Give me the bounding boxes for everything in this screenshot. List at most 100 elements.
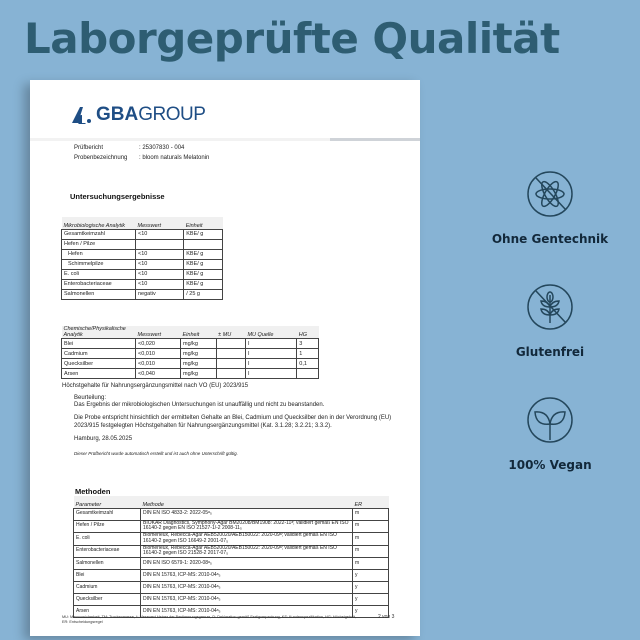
table-cell: mg/kg <box>180 368 217 379</box>
methods-table: Parameter Methode ER Gesamtkeimzahl DIN EN I… <box>73 496 389 618</box>
table-cell: <0,020 <box>135 338 181 349</box>
page-number: 2 von 3 <box>378 614 395 620</box>
table-cell <box>215 338 246 349</box>
column-header: Mikrobiologische Analytik <box>61 217 136 229</box>
table-cell: Schimmelpilze <box>61 258 136 270</box>
table-cell: KBE/ g <box>183 228 223 240</box>
table-cell: m <box>352 507 389 521</box>
column-header: Chemische/Physikalische Analytik <box>61 326 136 339</box>
table-cell: Gesamtkeimzahl <box>73 507 141 521</box>
gba-logo-icon <box>72 107 91 124</box>
header-divider <box>30 138 420 141</box>
table-cell: DIN EN 15763, ICP-MS: 2010-04ᵃ₅ <box>140 581 353 594</box>
table-cell: Cadmium <box>61 348 136 359</box>
table-cell: y <box>352 593 389 606</box>
probe-text: Die Probe entspricht hinsichtlich der er… <box>74 415 392 429</box>
table-row: Quecksilber <0,010 mg/kg I 0,1 <box>61 358 319 369</box>
column-header: Messwert <box>135 326 181 339</box>
column-header: ± MU <box>216 326 246 339</box>
table-cell: <10 <box>134 228 185 240</box>
micro-table: Mikrobiologische Analytik Messwert Einheit… <box>61 217 223 300</box>
table-cell: <10 <box>134 278 185 290</box>
table-cell: Salmonellen <box>61 288 136 300</box>
table-cell: KBE/ g <box>183 248 223 260</box>
table-cell: Arsen <box>73 605 141 618</box>
probe-label: Probenbezeichnung <box>74 155 128 162</box>
no-gmo-icon <box>527 171 573 217</box>
table-cell: BIOKAR Diagnostics, Symphony-Agar BM2020… <box>140 519 353 533</box>
column-header: Parameter <box>73 496 141 508</box>
logo-text: GROUP <box>138 104 206 125</box>
table-row: Quecksilber DIN EN 15763, ICP-MS: 2010-04… <box>73 593 389 606</box>
column-header: Methode <box>140 496 353 508</box>
beurteilung-label: Beurteilung: <box>74 395 107 401</box>
header-divider-accent <box>330 138 420 141</box>
chem-table: Chemische/Physikalische Analytik Messwert… <box>61 326 319 379</box>
probe-value: : bloom naturals Melatonin <box>139 155 210 162</box>
table-cell: I <box>244 358 298 369</box>
table-cell <box>183 238 223 250</box>
table-cell: DIN EN 15763, ICP-MS: 2010-04ᵃ₅ <box>140 569 353 582</box>
column-header: Einheit <box>180 326 217 339</box>
table-cell: 1 <box>296 348 319 359</box>
pruefbericht-label: Prüfbericht <box>74 145 104 151</box>
table-cell: Enterobacteriaceae <box>73 544 141 558</box>
table-cell: y <box>352 569 389 582</box>
table-row: Hefen / Pilze BIOKAR Diagnostics, Symphon… <box>73 519 389 533</box>
column-header: HG <box>296 326 319 339</box>
table-cell: DIN EN ISO 4833-2: 2022-05ᵃ₅ <box>140 507 353 521</box>
footer-legend: MU: Messunsicherheit, TM: Trockenmasse, … <box>62 615 357 625</box>
table-row: Arsen DIN EN 15763, ICP-MS: 2010-04ᵃ₅ y <box>73 605 389 618</box>
table-cell: KBE/ g <box>183 268 223 280</box>
table-cell: Biomerieux, Rebecca-Agar AEB520020/AEB15… <box>140 544 353 558</box>
feature-label: 100% Vegan <box>508 458 592 472</box>
table-cell: KBE/ g <box>183 258 223 270</box>
table-cell: y <box>352 581 389 594</box>
table-cell: negativ <box>134 288 185 300</box>
methods-title: Methoden <box>75 487 111 496</box>
table-row: Hefen / Pilze <box>61 238 223 250</box>
table-cell: <0,010 <box>135 348 181 359</box>
table-cell: DIN EN ISO 6579-1: 2020-08ᵃ₅ <box>140 557 353 570</box>
table-row: Enterobacteriaceae <10 KBE/ g <box>61 278 223 290</box>
table-cell: Blei <box>61 338 136 349</box>
assessment: Beurteilung: Das Ergebnis der mikrobiolo… <box>74 395 404 456</box>
table-cell: Blei <box>73 569 141 582</box>
table-row: Gesamtkeimzahl DIN EN ISO 4833-2: 2022-05… <box>73 507 389 521</box>
table-row: Cadmium <0,010 mg/kg I 1 <box>61 348 319 359</box>
table-cell: m <box>352 519 389 533</box>
table-cell: Hefen / Pilze <box>73 519 141 533</box>
place-date: Hamburg, 28.05.2025 <box>74 435 133 442</box>
table-cell: mg/kg <box>180 358 217 369</box>
table-cell: E. coli <box>61 268 136 280</box>
table-cell: Cadmium <box>73 581 141 594</box>
table-row: Enterobacteriaceae Biomerieux, Rebecca-Ag… <box>73 544 389 558</box>
gba-group-logo: GBAGROUP <box>70 104 206 126</box>
table-row: Blei <0,020 mg/kg I 3 <box>61 338 319 349</box>
pruefbericht-value: : 25307830 - 004 <box>139 145 185 151</box>
feature-gluten-free: Glutenfrei <box>480 283 620 359</box>
table-cell: 0,1 <box>296 358 319 369</box>
table-row: Gesamtkeimzahl <10 KBE/ g <box>61 228 223 240</box>
table-row: Arsen <0,040 mg/kg I <box>61 368 319 379</box>
report-meta: Prüfbericht : 25307830 - 004 Probenbezeic… <box>74 145 209 162</box>
table-cell: <10 <box>134 258 185 270</box>
hg-note: Höchstgehalte für Nahrungsergänzungsmitt… <box>62 383 249 389</box>
table-cell: I <box>244 348 298 359</box>
beurteilung-text: Das Ergebnis der mikrobiologischen Unter… <box>74 402 325 409</box>
section-title: Untersuchungsergebnisse <box>70 192 165 201</box>
table-cell: Arsen <box>61 368 136 379</box>
feature-label: Ohne Gentechnik <box>491 232 609 246</box>
table-cell: Hefen / Pilze <box>61 238 136 250</box>
table-cell: E. coli <box>73 532 141 546</box>
table-cell: Enterobacteriaceae <box>61 278 136 290</box>
table-cell: DIN EN 15763, ICP-MS: 2010-04ᵃ₅ <box>140 605 353 618</box>
table-cell <box>215 348 246 359</box>
table-cell: <0,010 <box>135 358 181 369</box>
table-cell: mg/kg <box>180 338 217 349</box>
gluten-free-icon <box>527 284 573 330</box>
table-cell: 3 <box>296 338 319 349</box>
table-cell <box>296 368 319 379</box>
column-header: Einheit <box>183 217 223 229</box>
table-cell: Biomerieux, Rebecca-Agar AEB520020/AEB15… <box>140 532 353 546</box>
